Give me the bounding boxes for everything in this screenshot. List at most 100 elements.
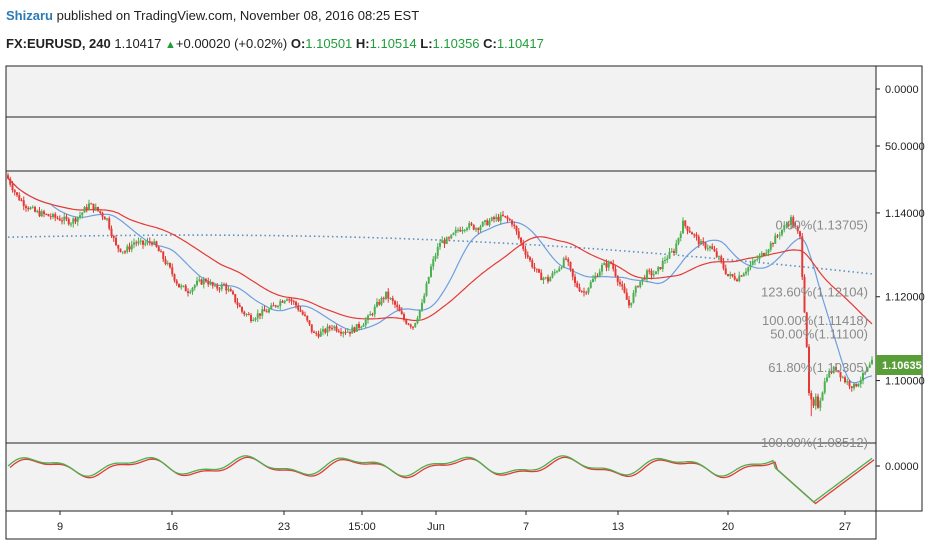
candle-body xyxy=(540,272,543,281)
candle-body xyxy=(754,260,756,262)
candle-body xyxy=(376,301,378,307)
candle-body xyxy=(855,383,858,387)
candle-body xyxy=(731,274,734,277)
candle-body xyxy=(787,224,790,226)
candle-body xyxy=(223,284,225,286)
fib-level-label: 50.00%(1.11100) xyxy=(770,326,868,341)
candle-body xyxy=(623,286,626,293)
candle-body xyxy=(286,299,288,301)
candle-body xyxy=(412,326,414,328)
candle-body xyxy=(205,279,207,282)
time-axis[interactable] xyxy=(5,510,877,540)
candle-body xyxy=(513,224,516,226)
candle-body xyxy=(445,237,448,244)
candle-body xyxy=(137,241,140,244)
candle-body xyxy=(544,277,547,279)
low-label: L: xyxy=(420,36,433,51)
candle-body xyxy=(256,313,259,319)
candle-body xyxy=(371,314,374,316)
candle-body xyxy=(358,323,360,328)
candle-body xyxy=(549,277,552,282)
candle-body xyxy=(340,331,342,334)
candle-body xyxy=(605,263,608,268)
candle-body xyxy=(805,312,808,347)
price-pane[interactable] xyxy=(5,170,877,444)
candle-body xyxy=(783,225,786,230)
time-tick-label: Jun xyxy=(427,521,445,533)
candle-body xyxy=(398,307,401,312)
candle-body xyxy=(92,203,95,211)
candle-body xyxy=(720,256,723,262)
candle-body xyxy=(328,326,331,329)
symbol-label[interactable]: FX:EURUSD, 240 xyxy=(6,36,111,51)
indicator-pane-2 xyxy=(5,116,877,172)
oscillator-red-line xyxy=(9,456,875,505)
candle-body xyxy=(630,302,633,306)
candle-body xyxy=(72,218,75,224)
high-value: 1.10514 xyxy=(369,36,417,51)
candle-body xyxy=(333,326,336,329)
candle-body xyxy=(556,271,558,273)
candle-body xyxy=(85,207,88,210)
candle-body xyxy=(434,255,437,260)
candle-body xyxy=(189,291,192,293)
candle-body xyxy=(643,277,646,280)
up-arrow-icon: ▲ xyxy=(165,39,176,51)
candle-body xyxy=(355,323,358,332)
candle-body xyxy=(580,291,583,293)
candle-body xyxy=(263,309,266,312)
candle-body xyxy=(652,274,655,276)
candle-body xyxy=(211,282,214,286)
candle-body xyxy=(277,305,279,307)
candle-body xyxy=(560,267,563,269)
candle-body xyxy=(853,383,855,389)
candle-body xyxy=(234,294,237,303)
candle-body xyxy=(126,246,129,252)
candle-body xyxy=(315,332,318,334)
time-tick-label: 27 xyxy=(839,521,851,533)
time-tick-label: 13 xyxy=(612,521,624,533)
candle-body xyxy=(569,262,572,269)
candle-body xyxy=(810,393,813,400)
candle-body xyxy=(697,236,700,245)
candle-body xyxy=(859,380,862,384)
candle-body xyxy=(209,282,212,285)
candle-body xyxy=(112,236,115,239)
candle-body xyxy=(778,234,781,236)
candle-body xyxy=(738,275,741,282)
candle-body xyxy=(691,232,693,235)
candle-body xyxy=(421,302,423,311)
candle-body xyxy=(790,217,792,226)
candle-body xyxy=(142,240,144,245)
published-text: published on TradingView.com, November 0… xyxy=(56,8,420,23)
candle-body xyxy=(628,299,630,306)
candle-body xyxy=(310,324,313,332)
candle-body xyxy=(684,220,687,227)
candle-body xyxy=(436,246,439,256)
candle-body xyxy=(641,277,644,282)
candle-body xyxy=(785,224,788,226)
candle-body xyxy=(306,315,309,321)
time-tick-label: 9 xyxy=(57,521,63,533)
author-link[interactable]: Shizaru xyxy=(6,8,53,23)
candle-body xyxy=(459,229,462,232)
candle-body xyxy=(79,215,81,218)
candle-body xyxy=(108,218,111,229)
candle-body xyxy=(756,259,759,261)
candle-body xyxy=(270,305,273,310)
pane2-tick-label: 50.0000 xyxy=(885,141,925,153)
candle-body xyxy=(792,217,795,226)
price-axis[interactable] xyxy=(875,65,923,512)
candle-body xyxy=(443,240,446,244)
candle-body xyxy=(47,214,50,217)
candle-body xyxy=(803,276,806,313)
candle-body xyxy=(342,332,345,334)
candle-body xyxy=(214,285,216,287)
candle-body xyxy=(265,311,268,313)
open-label: O: xyxy=(290,36,306,51)
candle-body xyxy=(38,210,41,217)
candle-body xyxy=(866,367,869,372)
candle-body xyxy=(488,220,491,226)
candle-body xyxy=(119,248,122,252)
